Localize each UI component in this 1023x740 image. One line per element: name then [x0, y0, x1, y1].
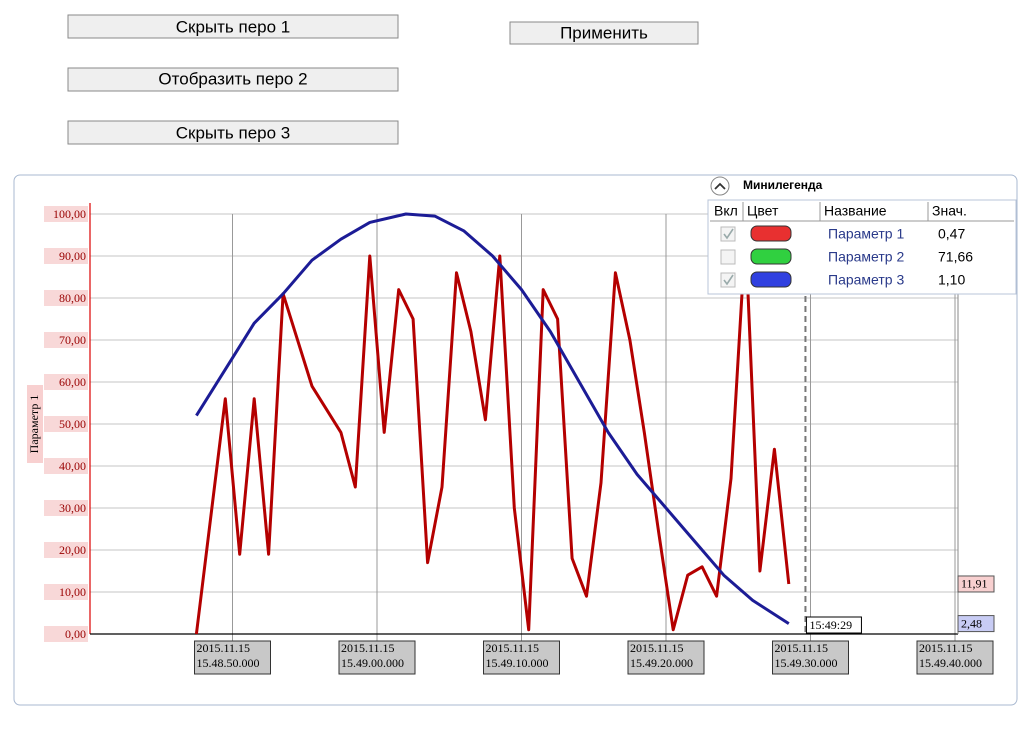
button-frame[interactable] — [509, 21, 699, 45]
legend-name: Параметр 3 — [828, 272, 904, 288]
button-label[interactable]: Отобразить перо 2 — [158, 69, 307, 88]
x-tick-bg — [916, 640, 994, 675]
button[interactable]: Скрыть перо 3 — [67, 120, 399, 145]
button-frame[interactable] — [67, 120, 399, 145]
color-swatch — [750, 271, 792, 288]
y-tick-bg — [44, 416, 88, 432]
series-line — [195, 212, 790, 625]
x-tick-bg — [627, 640, 705, 675]
button-label[interactable]: Применить — [560, 23, 648, 42]
end-value-bg — [957, 575, 995, 593]
legend-value: 1,10 — [938, 272, 965, 288]
y-tick-label: 0,00 — [65, 627, 86, 641]
x-tick-label: 2015.11.15 — [919, 641, 973, 655]
x-tick-label: 15.49.00.000 — [341, 656, 404, 670]
y-tick-label: 10,00 — [59, 585, 86, 599]
y-tick-bg — [44, 458, 88, 474]
cursor-label-bg — [805, 616, 862, 634]
y-tick-bg — [44, 290, 88, 306]
series-line — [194, 233, 791, 635]
y-tick-label: 100,00 — [53, 207, 86, 221]
column-header: Вкл — [714, 203, 738, 219]
end-value-label: 11,91 — [961, 577, 988, 591]
y-tick-label: 40,00 — [59, 459, 86, 473]
x-tick-label: 15.49.10.000 — [486, 656, 549, 670]
plot: 0,00 10,00 20,00 30,00 40,00 50,00 60,00 70,00 8… — [27, 203, 995, 675]
end-value-bg — [957, 615, 995, 633]
x-tick-bg — [338, 640, 416, 675]
y-tick-bg — [44, 500, 88, 516]
y-tick-label: 60,00 — [59, 375, 86, 389]
x-tick-label: 15.48.50.000 — [197, 656, 260, 670]
y-tick-label: 20,00 — [59, 543, 86, 557]
color-swatch — [750, 225, 792, 242]
collapse-button[interactable] — [710, 176, 730, 196]
button-frame[interactable] — [67, 67, 399, 92]
y-tick-bg — [44, 542, 88, 558]
y-tick-bg — [44, 206, 88, 222]
x-tick-label: 2015.11.15 — [197, 641, 251, 655]
y-tick-label: 50,00 — [59, 417, 86, 431]
chevron[interactable] — [714, 182, 726, 190]
legend-name: Параметр 1 — [828, 226, 904, 242]
x-tick-label: 15.49.20.000 — [630, 656, 693, 670]
y-tick-bg — [44, 584, 88, 600]
x-tick-label: 2015.11.15 — [775, 641, 829, 655]
y-tick-bg — [44, 332, 88, 348]
y-tick-label: 70,00 — [59, 333, 86, 347]
checkmark[interactable] — [723, 228, 734, 240]
y-tick-label: 30,00 — [59, 501, 86, 515]
mini-legend: Минилегенда Вкл Цвет Название Знач. Пара… — [707, 176, 1017, 295]
y-tick-label: 90,00 — [59, 249, 86, 263]
button[interactable]: Скрыть перо 1 — [67, 14, 399, 39]
y-tick-bg — [44, 248, 88, 264]
x-tick-bg — [194, 640, 271, 675]
button-frame[interactable] — [67, 14, 399, 39]
y-axis-label: Параметр 1 — [27, 395, 41, 454]
y-tick-label: 80,00 — [59, 291, 86, 305]
x-tick-label: 15.49.40.000 — [919, 656, 982, 670]
x-tick-bg — [772, 640, 849, 675]
chart-panel — [13, 174, 1018, 706]
color-swatch — [750, 248, 792, 265]
button-label[interactable]: Скрыть перо 3 — [176, 123, 291, 142]
button-label[interactable]: Скрыть перо 1 — [176, 17, 291, 36]
legend-title: Минилегенда — [743, 178, 823, 192]
x-tick-label: 15.49.30.000 — [775, 656, 838, 670]
legend-name: Параметр 2 — [828, 249, 904, 265]
x-tick-bg — [483, 640, 560, 675]
y-tick-bg — [44, 626, 88, 642]
y-tick-bg — [44, 374, 88, 390]
checkbox[interactable] — [720, 249, 736, 265]
y-axis-label-bg — [27, 385, 43, 463]
x-tick-label: 2015.11.15 — [630, 641, 684, 655]
x-tick-label: 2015.11.15 — [341, 641, 395, 655]
end-value-label: 2,48 — [961, 616, 982, 630]
legend-value: 71,66 — [938, 249, 973, 265]
column-header: Цвет — [747, 203, 779, 219]
x-tick-label: 2015.11.15 — [486, 641, 540, 655]
column-header: Знач. — [932, 203, 967, 219]
button[interactable]: Отобразить перо 2 — [67, 67, 399, 92]
checkmark[interactable] — [723, 274, 734, 286]
column-header: Название — [824, 203, 887, 219]
apply-button[interactable]: Применить — [509, 21, 699, 45]
cursor-label: 15:49:29 — [809, 618, 852, 632]
legend-value: 0,47 — [938, 226, 965, 242]
